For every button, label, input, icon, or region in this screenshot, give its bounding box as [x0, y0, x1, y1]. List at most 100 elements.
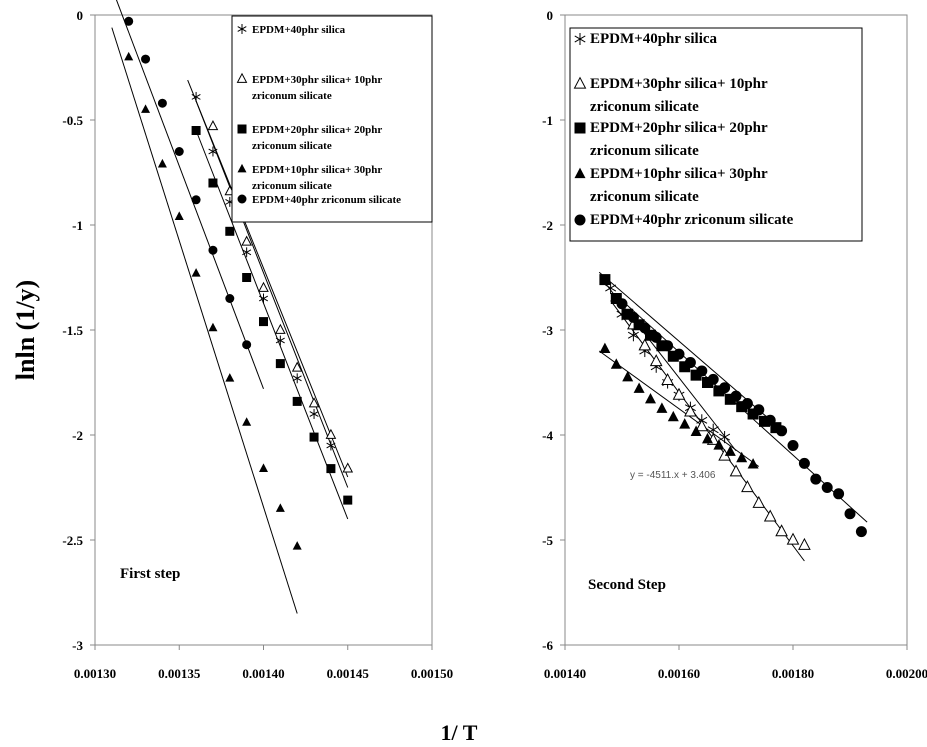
legend-marker	[236, 72, 248, 83]
data-point	[259, 317, 268, 327]
data-point	[599, 274, 611, 286]
legend-marker	[237, 124, 247, 134]
data-point	[627, 329, 639, 342]
fit-line	[195, 130, 349, 520]
data-point	[141, 54, 151, 64]
series	[124, 51, 302, 550]
data-point	[713, 439, 725, 450]
x-tick-label: 0.00150	[411, 666, 453, 681]
legend-label: zriconum silicate	[252, 140, 332, 152]
legend-marker	[237, 194, 247, 204]
data-point	[787, 440, 799, 451]
data-point	[141, 104, 151, 113]
data-point	[672, 387, 686, 400]
x-tick-label: 0.00160	[658, 666, 700, 681]
y-tick-label: -5	[542, 533, 553, 548]
data-point	[649, 354, 663, 367]
data-point	[157, 98, 167, 108]
data-point	[225, 226, 235, 236]
data-point	[291, 361, 303, 372]
data-point	[225, 373, 235, 382]
data-point	[656, 340, 668, 352]
x-tick-label: 0.00130	[74, 666, 116, 681]
data-point	[736, 451, 748, 463]
data-point	[275, 503, 285, 512]
panel-annotation: Second Step	[588, 577, 666, 593]
data-point	[157, 158, 167, 168]
legend-marker	[574, 167, 586, 179]
data-point	[724, 445, 736, 456]
data-point	[684, 404, 697, 417]
legend-label: EPDM+40phr zriconum silicate	[590, 212, 794, 228]
y-tick-label: -3	[72, 638, 83, 653]
data-point	[309, 432, 319, 442]
legend-label: zriconum silicate	[252, 180, 332, 192]
data-point	[684, 357, 696, 369]
data-point	[763, 509, 777, 522]
data-point	[719, 431, 731, 444]
data-point	[747, 458, 759, 469]
first-step-panel: 0 -0.5 -1 -1.5 -2 -2.5 -3 0.00130 0.00135 0.00140…	[62, 0, 453, 681]
x-tick-label: 0.00200	[886, 666, 927, 681]
data-point	[275, 323, 286, 334]
data-point	[730, 390, 742, 402]
data-point	[696, 365, 708, 377]
data-point	[741, 398, 753, 409]
data-point	[124, 16, 134, 26]
legend-marker	[237, 24, 247, 34]
data-point	[770, 422, 782, 434]
data-point	[610, 358, 622, 369]
data-point	[342, 462, 354, 473]
legend-label: zriconum silicate	[590, 189, 699, 205]
legend-label: EPDM+20phr silica+ 20phr	[590, 120, 768, 136]
data-point	[633, 319, 645, 331]
x-axis-label: 1/ T	[441, 720, 478, 745]
series	[599, 342, 759, 469]
x-tick-label: 0.00140	[544, 666, 586, 681]
data-point	[639, 322, 651, 334]
legend-marker	[574, 122, 586, 134]
data-point	[662, 340, 674, 352]
legend-label: EPDM+40phr silica	[590, 31, 718, 47]
series	[207, 120, 354, 473]
data-point	[275, 359, 285, 369]
legend-box	[231, 15, 433, 223]
series	[124, 16, 252, 350]
legend-label: EPDM+30phr silica+ 10phr	[252, 74, 382, 86]
data-point	[844, 508, 856, 520]
data-point	[242, 273, 252, 282]
y-tick-label: 0	[547, 8, 554, 23]
data-point	[833, 488, 845, 500]
legend-marker	[574, 32, 586, 46]
data-point	[292, 541, 302, 550]
y-tick-label: -2.5	[62, 533, 83, 548]
data-point	[752, 495, 766, 508]
data-point	[798, 457, 810, 469]
data-point	[719, 382, 731, 394]
legend-label: EPDM+10phr silica+ 30phr	[252, 164, 382, 176]
legend-box	[569, 27, 863, 242]
data-point	[308, 397, 320, 408]
y-tick-label: -1	[72, 218, 83, 233]
data-point	[707, 373, 719, 385]
data-point	[207, 120, 219, 131]
legend-label: EPDM+40phr silica	[252, 24, 346, 36]
fit-equation: y = -4511.x + 3.406	[630, 470, 716, 481]
data-point	[242, 417, 252, 426]
data-point	[191, 126, 201, 135]
data-point	[667, 410, 679, 422]
data-point	[174, 211, 184, 220]
series	[191, 126, 353, 505]
data-point	[208, 178, 218, 188]
data-point	[702, 377, 713, 388]
data-point	[690, 369, 702, 381]
data-point	[729, 464, 743, 477]
data-point	[124, 51, 134, 61]
y-tick-label: -2	[542, 218, 553, 233]
legend-marker	[237, 163, 247, 173]
x-tick-label: 0.00135	[158, 666, 201, 681]
data-point	[325, 428, 337, 439]
data-point	[343, 495, 353, 505]
data-point	[775, 524, 788, 537]
legend: EPDM+40phr silica EPDM+30phr silica+ 10ph…	[569, 27, 863, 242]
